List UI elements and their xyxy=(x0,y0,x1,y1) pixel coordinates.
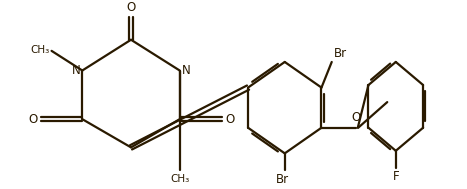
Text: Br: Br xyxy=(276,173,289,186)
Text: O: O xyxy=(127,1,135,14)
Text: N: N xyxy=(71,64,80,77)
Text: Br: Br xyxy=(334,47,347,60)
Text: F: F xyxy=(392,170,399,184)
Text: CH₃: CH₃ xyxy=(170,174,189,184)
Text: O: O xyxy=(351,111,360,124)
Text: O: O xyxy=(226,113,235,126)
Text: O: O xyxy=(28,113,38,126)
Text: CH₃: CH₃ xyxy=(30,45,50,55)
Text: N: N xyxy=(182,64,191,77)
